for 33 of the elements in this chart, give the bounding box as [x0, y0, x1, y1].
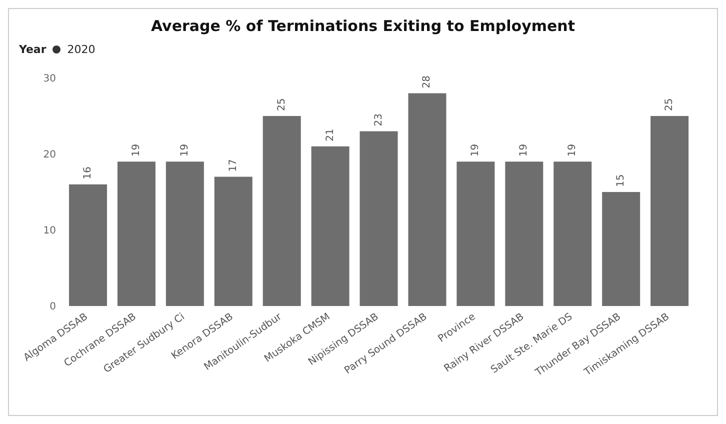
data-label: 19	[130, 144, 142, 157]
data-label: 23	[373, 113, 384, 126]
bar	[214, 176, 252, 306]
bar	[505, 162, 544, 306]
y-tick-label: 30	[43, 74, 56, 85]
data-label: 21	[324, 128, 336, 142]
y-tick-label: 20	[43, 150, 56, 161]
data-label: 25	[664, 98, 676, 111]
chart-title: Average % of Terminations Exiting to Employment	[150, 16, 576, 35]
data-label: 19	[567, 144, 578, 157]
data-label: 28	[422, 75, 433, 88]
data-label: 15	[616, 174, 627, 187]
text: Year	[19, 43, 46, 56]
y-tick-label: 10	[43, 226, 56, 237]
bar	[650, 116, 689, 306]
bar	[311, 146, 350, 306]
data-label: 25	[276, 98, 288, 111]
data-label: 19	[179, 144, 190, 157]
data-label: 17	[228, 159, 239, 172]
text: 2020	[67, 43, 96, 56]
y-tick-label: 0	[50, 302, 56, 313]
bar	[408, 93, 446, 306]
data-label: 19	[518, 144, 530, 157]
bar	[69, 184, 107, 306]
bar	[360, 131, 398, 306]
bar	[262, 116, 301, 306]
bar	[166, 162, 204, 306]
bar	[456, 162, 495, 306]
data-label: 19	[470, 144, 482, 157]
bar	[117, 162, 156, 306]
data-label: 16	[82, 166, 94, 180]
bar	[602, 192, 640, 306]
bar	[554, 162, 592, 306]
